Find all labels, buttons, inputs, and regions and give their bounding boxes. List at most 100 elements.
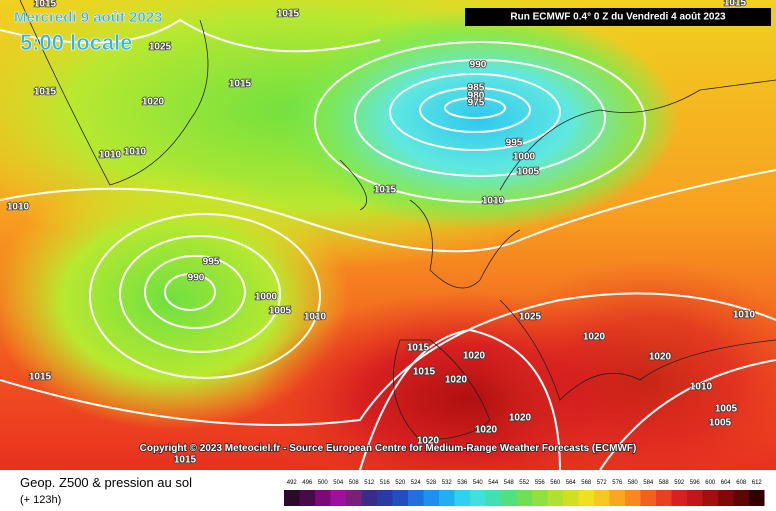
scale-swatch: [594, 490, 610, 506]
isobar-label: 1020: [463, 351, 486, 362]
isobar-label: 1005: [709, 418, 732, 429]
isobars: [0, 18, 776, 471]
isobar-label: 1015: [29, 372, 52, 383]
scale-label: 520: [395, 480, 406, 486]
field: [280, 10, 680, 230]
isobar-label: 1005: [517, 167, 540, 178]
scale-swatch: [330, 490, 346, 506]
scale-label: 600: [705, 480, 716, 486]
scale-swatch: [408, 490, 424, 506]
isobar-label: 975: [468, 98, 485, 109]
scale-label: 568: [581, 480, 592, 486]
scale-label: 532: [442, 480, 453, 486]
scale-swatch: [578, 490, 594, 506]
isobar-label: 1015: [413, 367, 436, 378]
isobar-label: 1020: [142, 97, 165, 108]
scale-swatch: [470, 490, 486, 506]
isobar-label: 995: [506, 138, 523, 149]
isobar-label: 995: [203, 257, 220, 268]
scale-swatch: [640, 490, 656, 506]
isobar-label: 990: [470, 60, 487, 71]
scale-label: 540: [473, 480, 484, 486]
scale-swatch: [485, 490, 501, 506]
scale-label: 596: [690, 480, 701, 486]
isobar-label: 1015: [34, 0, 57, 10]
isobar-label: 985: [468, 83, 485, 94]
scale-label: 592: [674, 480, 685, 486]
isobar-label: 1010: [733, 310, 756, 321]
scale-label: 512: [364, 480, 375, 486]
scale-label: 604: [721, 480, 732, 486]
scale-swatch: [299, 490, 315, 506]
run-box: [465, 8, 771, 26]
scale-swatch: [423, 490, 439, 506]
scale-swatch: [516, 490, 532, 506]
scale-label: 528: [426, 480, 437, 486]
scale-swatch: [625, 490, 641, 506]
isobar-label: 1025: [519, 312, 542, 323]
scale-label: 492: [287, 480, 298, 486]
scale-swatch: [702, 490, 718, 506]
scale-label: 552: [519, 480, 530, 486]
time-label: 5:00 locale: [20, 30, 133, 55]
isobar-label: 1015: [277, 9, 300, 20]
scale-label: 504: [333, 480, 344, 486]
scale-label: 548: [504, 480, 515, 486]
scale-label: 572: [597, 480, 608, 486]
isobar-label: 1020: [649, 352, 672, 363]
isobar-label: 1000: [513, 152, 536, 163]
isobar-label: 1005: [269, 306, 292, 317]
isobar-label: 1000: [255, 292, 278, 303]
scale-swatch: [284, 490, 300, 506]
isobar-label: 1020: [583, 332, 606, 343]
isobar-label: 1010: [7, 202, 30, 213]
isobar-label: 1020: [509, 413, 532, 424]
scale-label: 508: [349, 480, 360, 486]
isobar-label: 1015: [407, 343, 430, 354]
isobar-label: 980: [468, 91, 485, 102]
scale-label: 584: [643, 480, 654, 486]
isobar-label: 1020: [445, 375, 468, 386]
scale-label: 536: [457, 480, 468, 486]
scale-swatch: [749, 490, 765, 506]
footer-lead: (+ 123h): [20, 494, 61, 506]
scale-swatch: [563, 490, 579, 506]
scale-swatch: [392, 490, 408, 506]
copyright: Copyright © 2023 Meteociel.fr - Source E…: [140, 443, 637, 454]
scale-swatch: [687, 490, 703, 506]
isobar-label: 1010: [482, 196, 505, 207]
scale-label: 524: [411, 480, 422, 486]
scale-label: 608: [736, 480, 747, 486]
coastlines: [19, 0, 776, 441]
isobar-label: 1010: [124, 147, 147, 158]
isobar-label: 1020: [475, 425, 498, 436]
scale-label: 564: [566, 480, 577, 486]
scale-swatch: [315, 490, 331, 506]
isobar-label: 1025: [149, 42, 172, 53]
scale-swatch: [656, 490, 672, 506]
scale-swatch: [733, 490, 749, 506]
scale-label: 516: [380, 480, 391, 486]
isobar-label: 1010: [304, 312, 327, 323]
scale-swatch: [718, 490, 734, 506]
date-label: Mercredi 9 août 2023: [14, 9, 162, 26]
isobar-label: 1015: [34, 87, 57, 98]
scale-swatch: [609, 490, 625, 506]
scale-label: 588: [659, 480, 670, 486]
color-scale: 492 496 500 504 508 512 516 520 524 528 532 536 540 5…: [284, 480, 765, 506]
isobar-label: 1010: [690, 382, 713, 393]
isobar-label: 1015: [374, 185, 397, 196]
scale-swatch: [501, 490, 517, 506]
scale-label: 576: [612, 480, 623, 486]
scale-swatch: [532, 490, 548, 506]
scale-label: 556: [535, 480, 546, 486]
scale-label: 580: [628, 480, 639, 486]
isobar-label: 990: [188, 273, 205, 284]
scale-swatch: [377, 490, 393, 506]
scale-swatch: [454, 490, 470, 506]
isobar-label: 1015: [229, 79, 252, 90]
run-label: Run ECMWF 0.4° 0 Z du Vendredi 4 août 20…: [510, 12, 726, 23]
scale-label: 544: [488, 480, 499, 486]
